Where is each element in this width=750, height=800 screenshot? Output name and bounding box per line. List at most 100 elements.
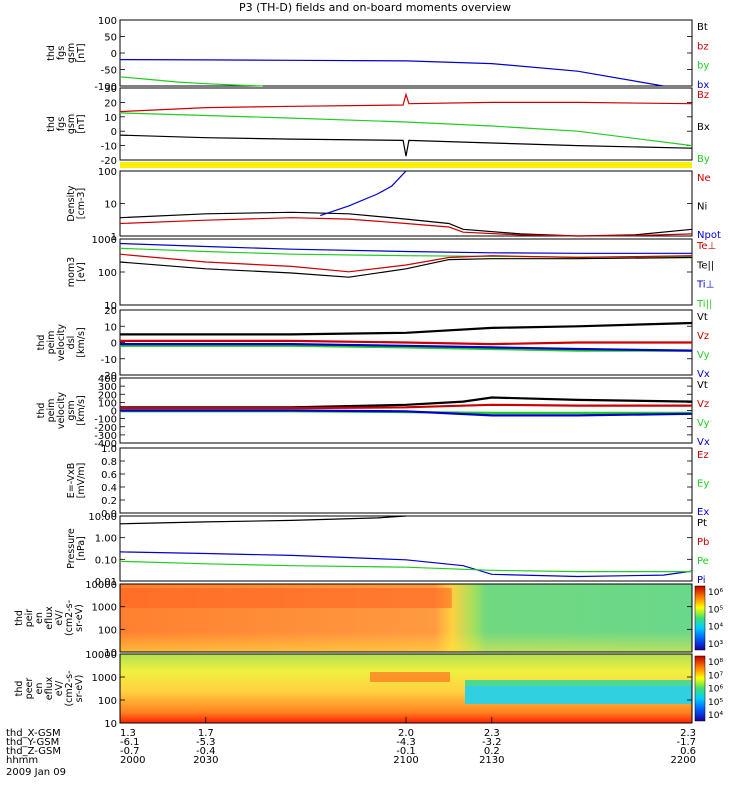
panel-frame: [119, 238, 693, 306]
y-tick-label: 0.0: [101, 509, 117, 520]
y-tick-label: 10: [104, 113, 117, 124]
colorbar-tick-label: 10⁸: [708, 658, 723, 668]
y-axis-label: [eV]: [76, 262, 87, 282]
panel-frame: [119, 87, 693, 161]
series-line: [119, 92, 693, 113]
legend-entry: Pi: [697, 575, 706, 586]
y-tick-label: -300: [94, 431, 117, 442]
legend-entry: Te⊥: [696, 241, 716, 252]
y-tick-label: 200: [98, 390, 117, 401]
y-tick-label: 400: [98, 374, 117, 385]
series-line: [120, 409, 693, 417]
x-row-value: 2000: [120, 755, 145, 766]
y-tick-label: 0: [111, 339, 117, 350]
legend-entry: Vz: [697, 399, 709, 410]
y-tick-label: 1000: [92, 235, 117, 246]
y-tick-label: 10: [104, 648, 117, 659]
y-axis-label: mom3: [66, 257, 77, 287]
x-row-value: -0.1: [396, 746, 416, 757]
y-axis-label: Density: [66, 185, 77, 221]
colorbar-tick-label: 10³: [708, 640, 723, 650]
legend-entry: Vx: [697, 437, 710, 448]
series-line: [120, 343, 693, 352]
y-tick-label: -20: [101, 371, 117, 382]
series-line: [119, 112, 693, 147]
legend-entry: by: [697, 61, 709, 72]
y-tick-label: 10: [104, 719, 117, 730]
x-row-label: thd_X-GSM: [6, 728, 61, 739]
legend-entry: Vt: [697, 380, 708, 391]
y-tick-label: -10: [101, 355, 117, 366]
y-tick-label: -200: [94, 423, 117, 434]
panel-frame: [119, 170, 693, 237]
legend-entry: Vy: [697, 418, 710, 429]
y-axis-label: thd: [14, 610, 25, 626]
x-row-value: -0.4: [196, 746, 216, 757]
y-axis-label: fgs: [56, 46, 67, 60]
series-line: [120, 344, 692, 352]
legend-entry: Ne: [697, 173, 711, 184]
y-tick-label: 0: [111, 49, 117, 60]
y-tick-label: -400: [94, 439, 117, 450]
y-axis-label: E=-VxB: [66, 463, 77, 498]
y-axis-label: peer: [24, 678, 35, 700]
colorbar: [694, 585, 706, 651]
x-row-value: 2030: [193, 755, 218, 766]
series-line: [119, 256, 693, 278]
date-label: 2009 Jan 09: [6, 767, 66, 778]
x-row-label: hhmm: [6, 755, 38, 766]
spectrogram-electron-coolband: [465, 686, 692, 704]
y-tick-label: 100: [98, 696, 117, 707]
legend-entry: Pt: [697, 518, 707, 529]
series-line: [119, 551, 693, 578]
y-tick-label: 10.00: [88, 512, 117, 523]
y-tick-label: 0.6: [101, 470, 117, 481]
y-tick-label: 0.2: [101, 496, 117, 507]
y-axis-label: [nT]: [76, 43, 87, 62]
y-tick-label: 300: [98, 382, 117, 393]
y-axis-label: (cm2-s-: [64, 670, 75, 706]
legend-entry: Ex: [697, 507, 709, 518]
y-tick-label: -100: [94, 415, 117, 426]
legend-entry: Vx: [697, 369, 710, 380]
y-tick-label: -10: [101, 142, 117, 153]
y-axis-label: en: [34, 683, 45, 695]
legend-entry: Ey: [697, 479, 709, 490]
y-tick-label: 100: [98, 398, 117, 409]
y-tick-label: 0.01: [95, 577, 117, 588]
y-tick-label: 100: [98, 268, 117, 279]
colorbar: [694, 655, 706, 722]
legend-entry: Ti⊥: [696, 280, 714, 291]
spectrogram-electron-coolband-edge: [465, 680, 692, 686]
series-line: [119, 211, 693, 237]
page-title: P3 (TH-D) fields and on-board moments ov…: [238, 1, 512, 14]
series-line: [119, 560, 692, 573]
series-line: [120, 403, 692, 410]
x-row-value: 1.7: [198, 728, 214, 739]
y-tick-label: 100: [98, 625, 117, 636]
legend-entry: Pe: [697, 556, 709, 567]
y-axis-label: [nT]: [76, 114, 87, 133]
y-axis-label: peim: [46, 331, 57, 355]
x-row-value: 2.3: [680, 728, 696, 739]
y-axis-label: thd: [46, 45, 57, 61]
legend-entry: bx: [697, 80, 709, 91]
y-axis-label: (cm2-s-: [64, 600, 75, 636]
y-tick-label: 0.4: [101, 483, 117, 494]
legend-entry: Bt: [697, 22, 708, 33]
legend-entry: Ti||: [696, 299, 712, 310]
legend-entry: Te||: [696, 260, 714, 271]
y-tick-label: 10000: [85, 580, 117, 591]
y-tick-label: 10: [104, 301, 117, 312]
spectrogram-electron-hotspot: [370, 672, 450, 682]
y-tick-label: -20: [101, 156, 117, 167]
colorbar-tick-label: 10⁷: [708, 671, 723, 681]
x-row-label: thd_Y-GSM: [6, 737, 59, 748]
y-tick-label: 10: [104, 322, 117, 333]
x-row-value: -1.7: [676, 737, 696, 748]
x-row-value: 0.2: [484, 746, 500, 757]
spectrogram-ion-hotband: [120, 588, 452, 608]
y-axis-label: [km/s]: [76, 395, 87, 425]
